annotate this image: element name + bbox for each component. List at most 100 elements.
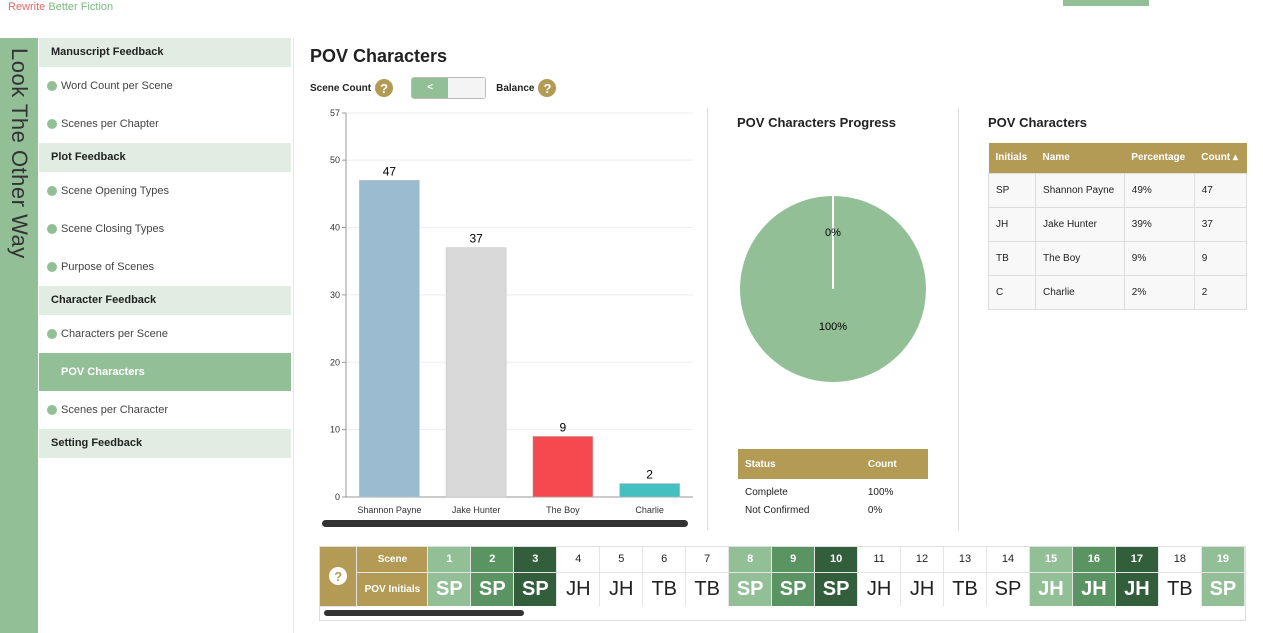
scene-number[interactable]: 7 <box>685 547 730 573</box>
data-label: 47 <box>383 164 397 178</box>
scene-number[interactable]: 1 <box>427 547 472 573</box>
sidebar-item-setting-feedback[interactable]: Setting Feedback <box>39 429 291 458</box>
scene-help[interactable]: ? <box>320 547 358 607</box>
scene-pov[interactable]: JH <box>900 572 945 606</box>
scene-pov[interactable]: SP <box>470 572 515 606</box>
sidebar-item-plot-feedback[interactable]: Plot Feedback <box>39 143 291 172</box>
scene-pov[interactable]: SP <box>814 572 859 606</box>
scene-pov[interactable]: JH <box>1072 572 1116 606</box>
scene-number[interactable]: 12 <box>900 547 945 573</box>
col-header[interactable]: Initials <box>988 143 1036 173</box>
sidebar-item-label: Setting Feedback <box>51 437 143 449</box>
chart-scrollbar[interactable] <box>322 520 688 527</box>
table-row: C Charlie 2% 2 <box>987 274 1248 310</box>
col-header[interactable]: Name <box>1035 143 1125 173</box>
scene-pov[interactable]: SP <box>513 572 558 606</box>
status-dot-icon <box>47 262 57 272</box>
sidebar-item-pov-characters[interactable]: POV Characters <box>39 353 291 391</box>
scene-number[interactable]: 14 <box>986 547 1030 573</box>
scene-number[interactable]: 19 <box>1201 547 1245 573</box>
scene-pov[interactable]: SP <box>986 572 1030 606</box>
bar-the-boy[interactable] <box>532 436 594 498</box>
pov-table-title: POV Characters <box>988 115 1087 130</box>
scene-strip-scrollbar[interactable] <box>324 610 524 616</box>
scene-number[interactable]: 2 <box>470 547 515 573</box>
y-tick-label: 10 <box>330 425 340 435</box>
scene-pov[interactable]: TB <box>1158 572 1202 606</box>
status-dot-icon <box>47 329 57 339</box>
cell: 49% <box>1123 172 1195 208</box>
sidebar-item-scene-opening-types[interactable]: Scene Opening Types <box>39 172 291 210</box>
scene-number[interactable]: 10 <box>814 547 859 573</box>
cell: 9% <box>1123 240 1195 276</box>
col-header[interactable]: Percentage <box>1124 143 1195 173</box>
table-row: Not Confirmed 0% <box>738 501 928 520</box>
bar-charlie[interactable] <box>619 483 680 498</box>
sidebar-item-manuscript-feedback[interactable]: Manuscript Feedback <box>39 38 291 67</box>
col-header[interactable]: Count ▴ <box>1194 143 1247 173</box>
sidebar-item-scenes-per-character[interactable]: Scenes per Character <box>39 391 291 429</box>
scene-pov[interactable]: TB <box>642 572 687 606</box>
progress-title: POV Characters Progress <box>737 115 896 130</box>
scene-number[interactable]: 15 <box>1029 547 1073 573</box>
cell: 37 <box>1193 206 1248 242</box>
scene-pov[interactable]: SP <box>728 572 773 606</box>
sidebar-item-scene-closing-types[interactable]: Scene Closing Types <box>39 210 291 248</box>
sidebar-item-word-count-per-scene[interactable]: Word Count per Scene <box>39 67 291 105</box>
status-dot-icon <box>47 224 57 234</box>
sidebar-item-label: Word Count per Scene <box>61 80 173 92</box>
scene-number[interactable]: 13 <box>943 547 987 573</box>
x-tick-label: Shannon Payne <box>357 505 421 515</box>
scene-number[interactable]: 6 <box>642 547 687 573</box>
scene-pov[interactable]: JH <box>1115 572 1159 606</box>
scene-number[interactable]: 11 <box>857 547 902 573</box>
scene-number[interactable]: 18 <box>1158 547 1202 573</box>
sidebar-item-character-feedback[interactable]: Character Feedback <box>39 286 291 315</box>
help-icon[interactable]: ? <box>538 79 557 97</box>
scene-number[interactable]: 3 <box>513 547 558 573</box>
pov-bar-chart: 0 10 20 30 40 50 57 47 Shannon Payne 37 Jake Hunte… <box>330 108 693 515</box>
scene-number[interactable]: 16 <box>1072 547 1116 573</box>
scene-pov[interactable]: TB <box>685 572 730 606</box>
y-tick-label: 40 <box>330 223 340 233</box>
scene-pov[interactable]: JH <box>1029 572 1073 606</box>
scene-number[interactable]: 17 <box>1115 547 1159 573</box>
divider <box>958 108 959 530</box>
data-label: 37 <box>469 232 483 246</box>
scene-pov[interactable]: SP <box>1201 572 1245 606</box>
sidebar-item-scenes-per-chapter[interactable]: Scenes per Chapter <box>39 105 291 143</box>
scene-pov[interactable]: JH <box>857 572 902 606</box>
brand-logo[interactable]: Rewrite Better Fiction <box>8 1 113 13</box>
divider <box>293 38 294 633</box>
scene-number[interactable]: 4 <box>556 547 601 573</box>
scene-pov[interactable]: JH <box>556 572 601 606</box>
scene-pov[interactable]: SP <box>427 572 472 606</box>
scene-pov[interactable]: JH <box>599 572 644 606</box>
sidebar-item-label: Plot Feedback <box>51 151 126 163</box>
cell: Not Confirmed <box>745 505 810 516</box>
scene-number[interactable]: 8 <box>728 547 773 573</box>
sidebar-nav: Manuscript Feedback Word Count per Scene S… <box>39 38 291 458</box>
sidebar-item-label: Purpose of Scenes <box>61 261 154 273</box>
y-tick-label: 0 <box>335 492 340 502</box>
y-tick-label: 50 <box>330 155 340 165</box>
top-nav-button[interactable] <box>1063 0 1149 6</box>
header-row: Initials Name Percentage Count ▴ <box>988 143 1247 173</box>
sidebar-item-label: Scene Closing Types <box>61 223 165 235</box>
toggle-knob[interactable]: < <box>412 78 449 98</box>
col-header: Count <box>860 449 928 479</box>
help-icon[interactable]: ? <box>375 79 394 97</box>
sidebar-item-characters-per-scene[interactable]: Characters per Scene <box>39 315 291 353</box>
mode-toggle[interactable]: < <box>411 77 487 99</box>
bar-jake-hunter[interactable] <box>445 247 507 498</box>
bar-shannon-payne[interactable] <box>359 180 420 498</box>
mode-toggle-row: Scene Count ? < Balance ? <box>310 77 557 99</box>
help-icon[interactable]: ? <box>329 567 348 586</box>
scene-pov[interactable]: SP <box>771 572 816 606</box>
sidebar-item-purpose-of-scenes[interactable]: Purpose of Scenes <box>39 248 291 286</box>
divider <box>707 108 708 530</box>
scene-number[interactable]: 9 <box>771 547 816 573</box>
scene-pov[interactable]: TB <box>943 572 987 606</box>
scene-number[interactable]: 5 <box>599 547 644 573</box>
cell: 9 <box>1193 240 1248 276</box>
